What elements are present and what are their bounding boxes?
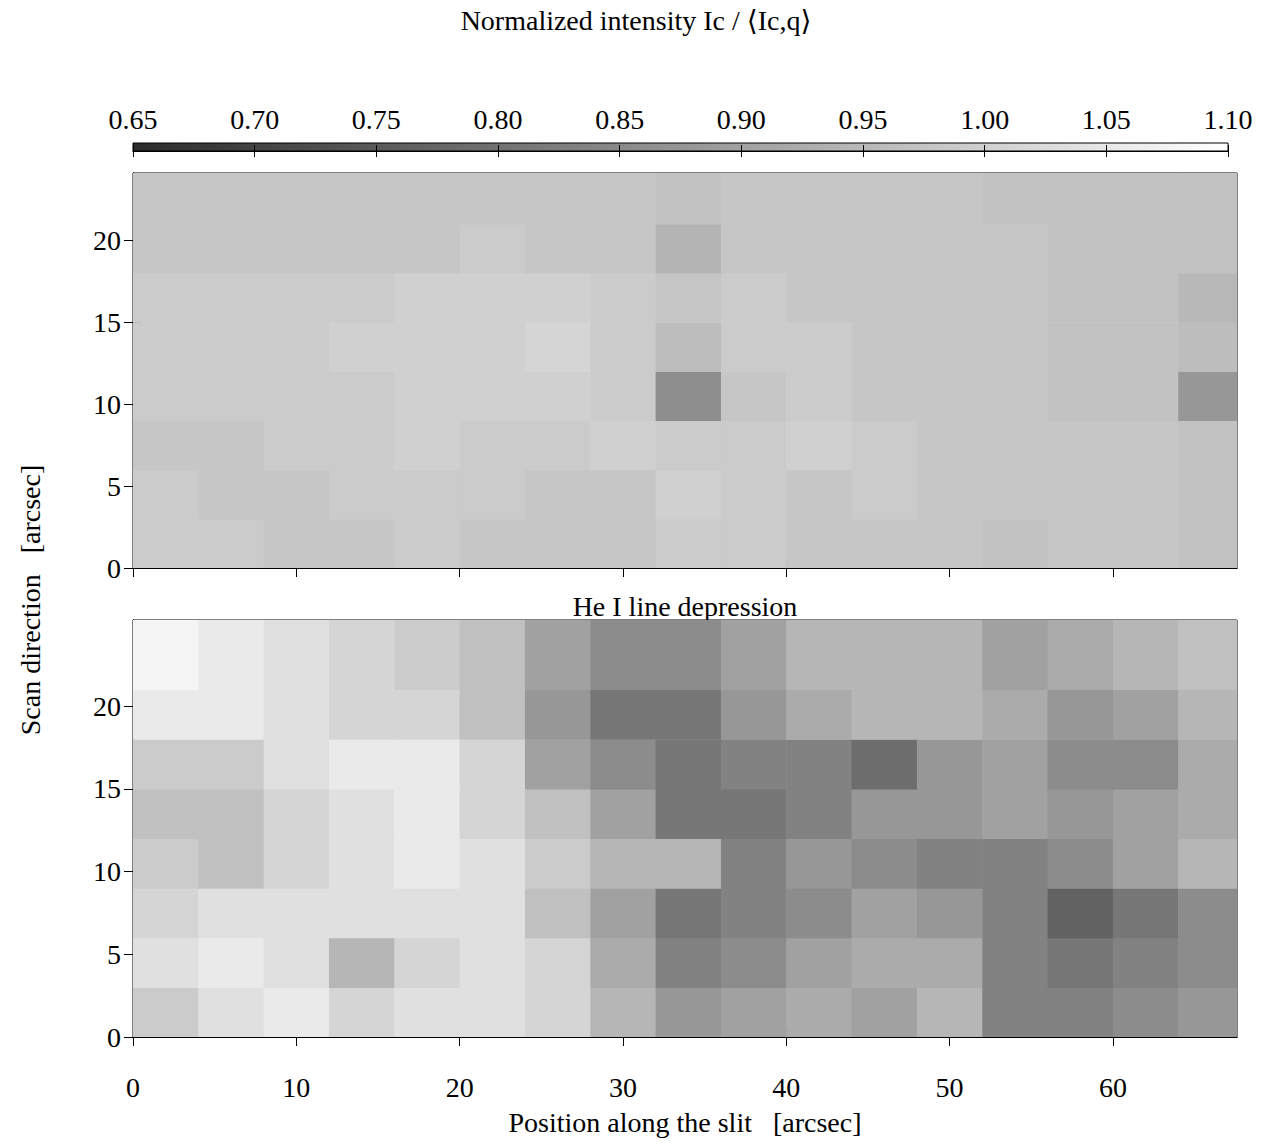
svg-text:1.05: 1.05 xyxy=(1082,104,1131,135)
svg-text:20: 20 xyxy=(446,1072,474,1103)
svg-text:20: 20 xyxy=(93,225,121,256)
svg-text:He I line depression: He I line depression xyxy=(573,591,798,622)
svg-text:5: 5 xyxy=(107,471,121,502)
svg-text:0.65: 0.65 xyxy=(109,104,158,135)
svg-text:40: 40 xyxy=(772,1072,800,1103)
svg-text:30: 30 xyxy=(609,1072,637,1103)
svg-text:1.00: 1.00 xyxy=(960,104,1009,135)
svg-text:60: 60 xyxy=(1099,1072,1127,1103)
svg-text:Position along the slit [arc: Position along the slit [arcsec] xyxy=(508,1107,861,1138)
svg-text:0.85: 0.85 xyxy=(595,104,644,135)
svg-text:0: 0 xyxy=(107,1022,121,1053)
svg-text:0.70: 0.70 xyxy=(230,104,279,135)
svg-text:0.90: 0.90 xyxy=(717,104,766,135)
svg-text:10: 10 xyxy=(93,389,121,420)
svg-text:Normalized intensity Ic / ⟨Ic,: Normalized intensity Ic / ⟨Ic,q⟩ xyxy=(461,5,812,36)
svg-text:5: 5 xyxy=(107,939,121,970)
svg-text:0: 0 xyxy=(107,553,121,584)
svg-text:10: 10 xyxy=(282,1072,310,1103)
svg-text:0.95: 0.95 xyxy=(839,104,888,135)
svg-text:0: 0 xyxy=(126,1072,140,1103)
svg-text:15: 15 xyxy=(93,307,121,338)
svg-text:10: 10 xyxy=(93,856,121,887)
svg-text:0.75: 0.75 xyxy=(352,104,401,135)
svg-text:15: 15 xyxy=(93,773,121,804)
svg-text:Scan direction [arcsec]: Scan direction [arcsec] xyxy=(15,465,46,736)
svg-text:1.10: 1.10 xyxy=(1204,104,1253,135)
svg-text:20: 20 xyxy=(93,691,121,722)
svg-text:50: 50 xyxy=(936,1072,964,1103)
svg-text:0.80: 0.80 xyxy=(474,104,523,135)
